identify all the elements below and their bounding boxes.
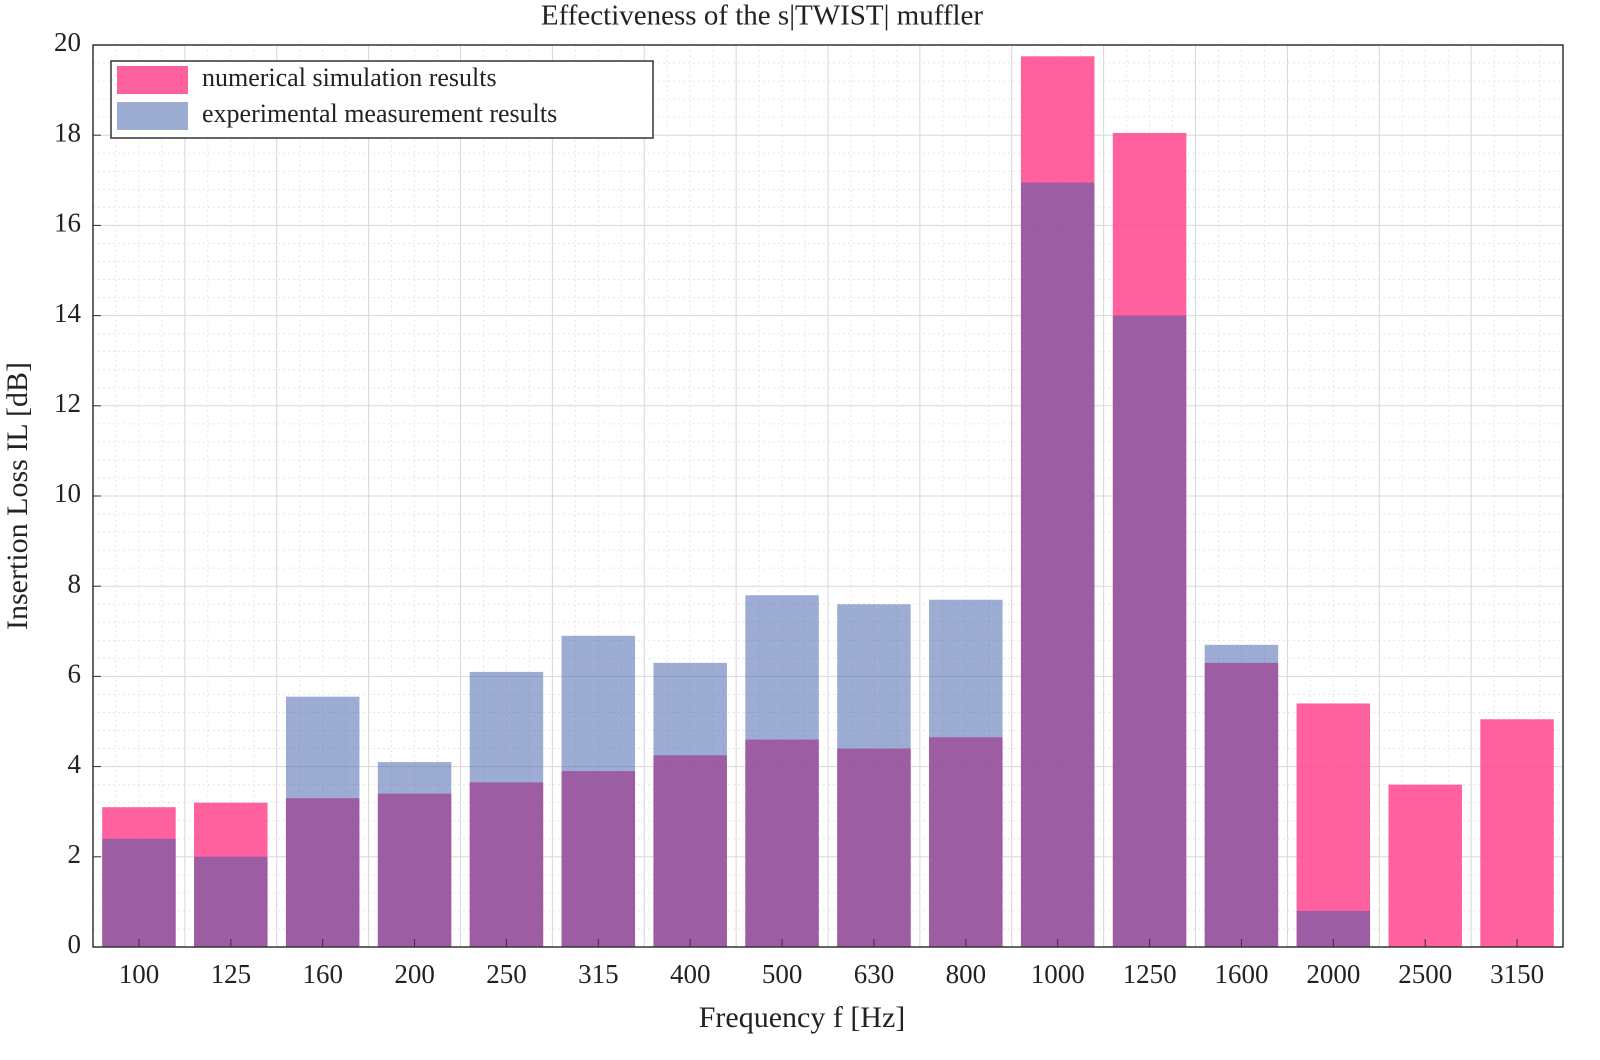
x-tick-label: 630 <box>854 959 895 989</box>
legend-label: experimental measurement results <box>202 99 557 128</box>
bar <box>1388 784 1462 947</box>
x-tick-label: 3150 <box>1490 959 1544 989</box>
y-tick-label: 2 <box>68 839 82 869</box>
x-tick-label: 1250 <box>1123 959 1177 989</box>
x-tick-label: 250 <box>486 959 527 989</box>
y-tick-label: 18 <box>54 117 81 147</box>
y-tick-label: 20 <box>54 27 81 57</box>
legend-swatch <box>117 66 188 94</box>
x-tick-label: 100 <box>119 959 160 989</box>
y-axis-label: Insertion Loss IL [dB] <box>1 362 34 630</box>
y-tick-label: 12 <box>54 388 81 418</box>
chart-title: Effectiveness of the s|TWIST| muffler <box>541 0 984 32</box>
bar <box>194 856 268 947</box>
legend-label: numerical simulation results <box>202 63 497 92</box>
x-axis-label: Frequency f [Hz] <box>699 1001 906 1034</box>
y-tick-label: 10 <box>54 478 81 508</box>
bar <box>469 671 544 947</box>
legend-box <box>110 60 654 139</box>
bar <box>561 635 636 947</box>
bar <box>1020 182 1095 947</box>
bar <box>1296 703 1371 947</box>
legend-swatch <box>117 102 188 130</box>
y-tick-label: 14 <box>54 298 82 328</box>
bar <box>285 696 360 947</box>
x-tick-label: 1000 <box>1031 959 1085 989</box>
y-tick-label: 8 <box>68 568 82 598</box>
x-tick-label: 400 <box>670 959 711 989</box>
y-tick-label: 4 <box>68 749 82 779</box>
bar <box>1480 719 1554 947</box>
x-tick-label: 200 <box>394 959 435 989</box>
legend: numerical simulation results experimental… <box>110 60 654 139</box>
bar <box>929 599 1003 947</box>
bar <box>377 762 452 947</box>
x-tick-label: 1600 <box>1214 959 1268 989</box>
bar <box>1112 315 1187 948</box>
y-tick-label: 6 <box>68 659 82 689</box>
y-tick-label: 0 <box>68 929 82 959</box>
y-tick-label: 16 <box>54 208 81 238</box>
bars <box>102 56 1554 948</box>
bar <box>837 604 911 947</box>
x-tick-label: 315 <box>578 959 619 989</box>
x-tick-label: 500 <box>762 959 803 989</box>
bar <box>653 662 727 947</box>
x-tick-label: 2500 <box>1398 959 1452 989</box>
x-tick-label: 2000 <box>1306 959 1360 989</box>
bar <box>102 838 176 947</box>
bar <box>1204 644 1279 947</box>
bar <box>745 595 819 947</box>
x-tick-label: 800 <box>946 959 987 989</box>
x-tick-label: 160 <box>302 959 343 989</box>
x-tick-label: 125 <box>211 959 252 989</box>
